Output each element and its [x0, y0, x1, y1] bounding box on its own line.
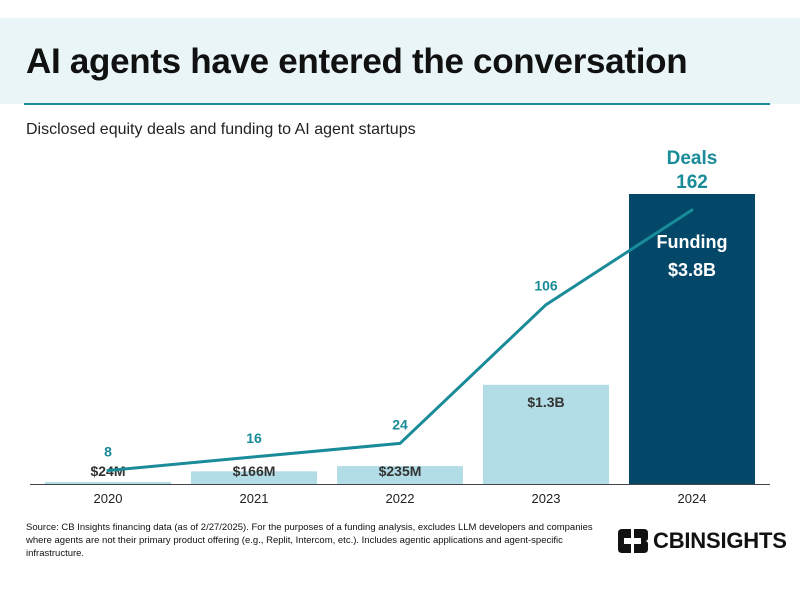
- deals-value-label: 162: [676, 172, 708, 193]
- x-tick-label: 2023: [532, 491, 561, 506]
- funding-bar: [337, 466, 463, 484]
- deals-annotation-label: Deals: [667, 148, 718, 169]
- source-note: Source: CB Insights financing data (as o…: [26, 522, 593, 559]
- funding-annotation-label: Funding: [657, 232, 728, 252]
- funding-value-label: $166M: [233, 463, 276, 479]
- funding-bar: [45, 482, 171, 484]
- title-divider: [24, 103, 770, 105]
- x-tick-label: 2020: [94, 491, 123, 506]
- funding-bar: [191, 471, 317, 484]
- x-tick-label: 2024: [678, 491, 707, 506]
- cb-insights-logo-icon: [618, 529, 648, 553]
- cb-insights-logo: CBINSIGHTS: [618, 526, 787, 556]
- x-tick-label: 2022: [386, 491, 415, 506]
- x-tick-label: 2021: [240, 491, 269, 506]
- deals-line: [106, 208, 694, 472]
- deals-value-label: 24: [392, 416, 408, 432]
- deals-value-label: 106: [534, 278, 558, 294]
- funding-value-label: $3.8B: [668, 260, 716, 280]
- deals-value-label: 16: [246, 430, 262, 446]
- funding-bar: [629, 194, 755, 484]
- funding-value-label: $235M: [379, 463, 422, 479]
- logo-text: CBINSIGHTS: [653, 528, 787, 553]
- page-title: AI agents have entered the conversation: [26, 42, 688, 81]
- deals-value-label: 8: [104, 443, 112, 459]
- funding-bar: [483, 384, 609, 484]
- funding-value-label: $1.3B: [527, 394, 564, 410]
- header-band: [0, 18, 800, 104]
- chart-subtitle: Disclosed equity deals and funding to AI…: [26, 121, 416, 138]
